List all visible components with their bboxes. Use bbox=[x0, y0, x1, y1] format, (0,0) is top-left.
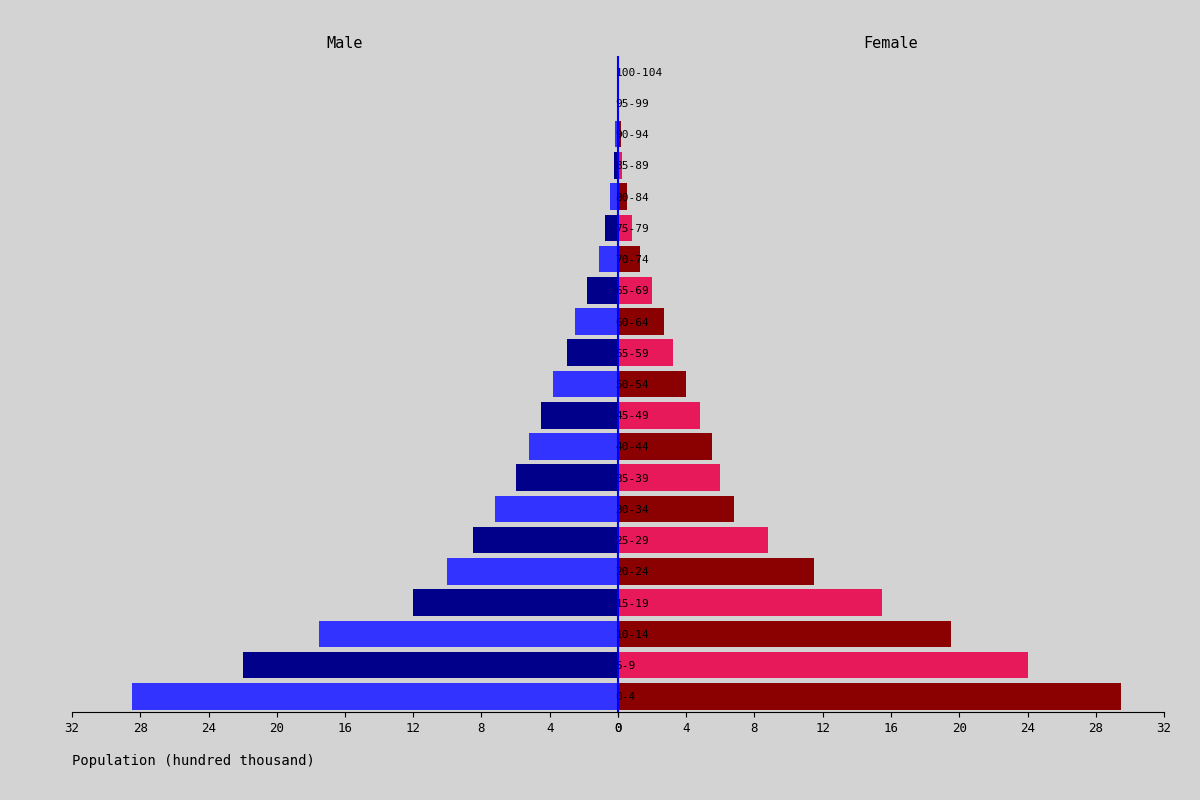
Bar bbox=[618, 152, 623, 178]
Bar bbox=[618, 652, 1027, 678]
Title: Male: Male bbox=[326, 36, 364, 50]
Bar bbox=[613, 152, 618, 178]
Bar bbox=[618, 121, 620, 147]
Bar bbox=[319, 621, 618, 647]
Bar bbox=[473, 527, 618, 554]
Bar bbox=[448, 558, 618, 585]
Bar bbox=[618, 465, 720, 491]
Bar bbox=[575, 308, 618, 335]
Bar bbox=[616, 121, 618, 147]
Bar bbox=[605, 214, 618, 241]
Bar bbox=[529, 434, 618, 460]
Bar bbox=[618, 434, 712, 460]
Bar bbox=[618, 683, 1121, 710]
Bar bbox=[618, 246, 640, 272]
Text: Population (hundred thousand): Population (hundred thousand) bbox=[72, 754, 314, 768]
Bar bbox=[566, 339, 618, 366]
Bar bbox=[242, 652, 618, 678]
Bar bbox=[618, 496, 734, 522]
Bar bbox=[516, 465, 618, 491]
Bar bbox=[553, 370, 618, 398]
Bar bbox=[618, 590, 882, 616]
Bar bbox=[618, 214, 631, 241]
Bar bbox=[618, 621, 950, 647]
Bar bbox=[618, 370, 686, 398]
Bar bbox=[618, 308, 664, 335]
Bar bbox=[617, 90, 618, 116]
Bar bbox=[587, 277, 618, 303]
Bar bbox=[618, 90, 619, 116]
Bar bbox=[496, 496, 618, 522]
Bar bbox=[599, 246, 618, 272]
Bar bbox=[618, 183, 626, 210]
Bar bbox=[413, 590, 618, 616]
Bar bbox=[618, 339, 672, 366]
Bar bbox=[132, 683, 618, 710]
Title: Female: Female bbox=[864, 36, 918, 50]
Bar bbox=[618, 277, 652, 303]
Bar bbox=[611, 183, 618, 210]
Bar bbox=[541, 402, 618, 429]
Bar bbox=[618, 402, 700, 429]
Bar bbox=[618, 558, 815, 585]
Bar bbox=[618, 527, 768, 554]
